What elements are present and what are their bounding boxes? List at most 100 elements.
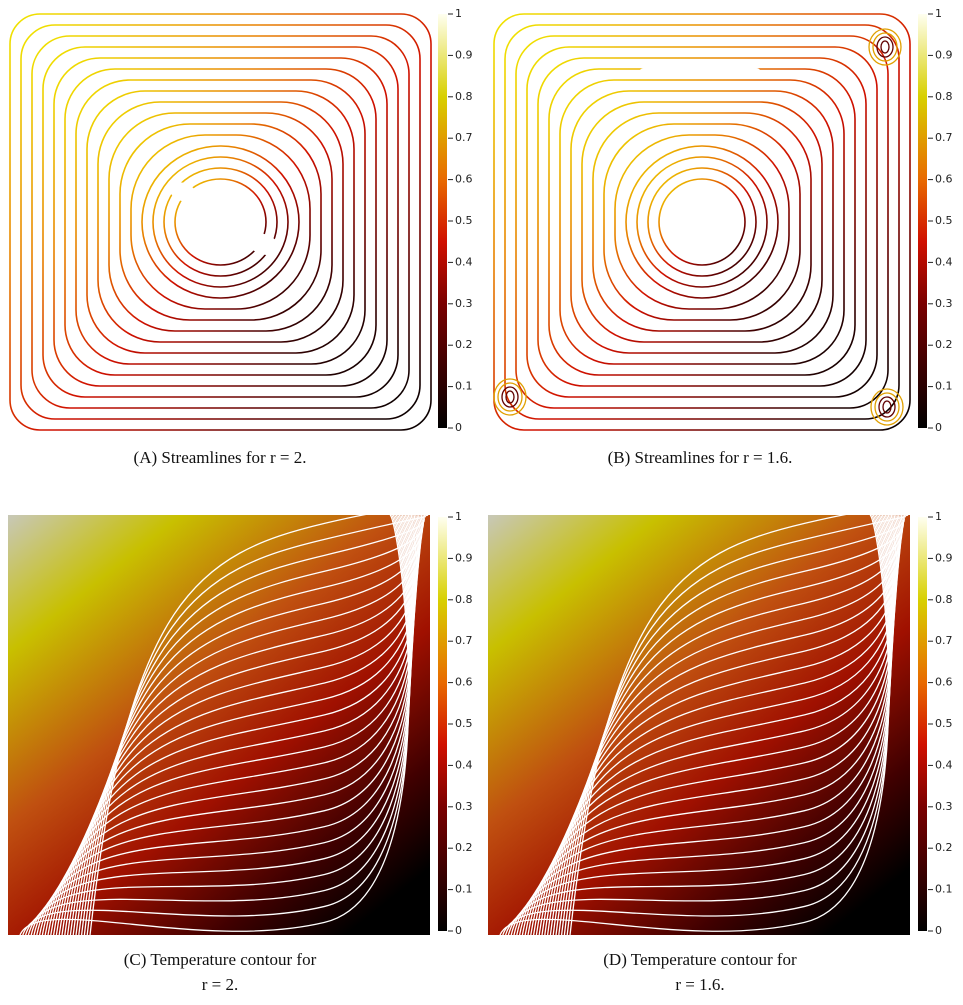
corner-vortex xyxy=(501,386,519,408)
colorbar-tick-label: 0.2 xyxy=(935,338,953,351)
colorbar-tick-label: 0.2 xyxy=(935,841,953,854)
colorbar-tick-label: 0 xyxy=(455,924,462,937)
isotherm xyxy=(535,514,898,936)
streamline xyxy=(163,167,278,277)
streamline xyxy=(504,24,900,420)
isotherm xyxy=(38,514,414,936)
colorbar-tick-label: 0.2 xyxy=(455,841,473,854)
colorbar-tick-label: 0.5 xyxy=(455,717,473,730)
colorbar-tick-label: 0.6 xyxy=(935,173,953,186)
colorbar-tick-label: 0.4 xyxy=(455,255,473,268)
colorbar-tick-label: 0.6 xyxy=(455,173,473,186)
colorbar-tick-label: 0.8 xyxy=(935,593,953,606)
streamline xyxy=(141,145,300,299)
corner-vortex xyxy=(882,400,892,414)
colorbar-tick-label: 0.4 xyxy=(935,255,953,268)
colorbar-tick-label: 0.7 xyxy=(935,634,953,647)
streamline xyxy=(20,24,421,420)
caption: (D) Temperature contour for xyxy=(603,950,797,969)
colorbar xyxy=(438,517,447,931)
streamline xyxy=(75,79,366,365)
streamline xyxy=(592,112,812,332)
colorbar-tick-label: 0.1 xyxy=(455,883,473,896)
streamline xyxy=(515,35,889,409)
caption: r = 2. xyxy=(202,975,239,994)
streamline xyxy=(108,112,333,332)
colorbar-tick-label: 0.3 xyxy=(935,800,953,813)
colorbar-tick-label: 0.7 xyxy=(455,131,473,144)
isotherm xyxy=(518,514,894,936)
colorbar-tick-label: 0.6 xyxy=(455,676,473,689)
colorbar-tick-label: 0.8 xyxy=(455,593,473,606)
colorbar-tick-label: 0 xyxy=(455,421,462,434)
colorbar-tick-label: 0.9 xyxy=(455,48,473,61)
isotherm xyxy=(569,508,909,936)
vortex-core xyxy=(169,182,197,202)
colorbar-tick-label: 1 xyxy=(455,7,462,20)
corner-vortex xyxy=(868,28,902,66)
streamline xyxy=(53,57,388,387)
colorbar-tick-label: 1 xyxy=(935,7,942,20)
streamline xyxy=(64,68,377,376)
streamline xyxy=(31,35,410,409)
corner-vortex xyxy=(880,40,890,54)
vortex-core xyxy=(640,64,760,76)
isotherm xyxy=(86,514,427,936)
colorbar-tick-label: 0.5 xyxy=(935,214,953,227)
colorbar-tick-label: 0 xyxy=(935,924,942,937)
colorbar-tick-label: 0.3 xyxy=(935,297,953,310)
caption: (B) Streamlines for r = 1.6. xyxy=(608,448,793,467)
colorbar-tick-label: 1 xyxy=(455,510,462,523)
colorbar-tick-label: 0.4 xyxy=(935,758,953,771)
streamline xyxy=(581,101,823,343)
corner-vortex xyxy=(497,382,523,412)
colorbar-tick-label: 1 xyxy=(935,510,942,523)
colorbar-tick-label: 0.1 xyxy=(935,883,953,896)
colorbar-tick-label: 0.3 xyxy=(455,297,473,310)
colorbar xyxy=(438,14,447,428)
colorbar xyxy=(918,14,927,428)
streamline xyxy=(130,134,311,310)
colorbar-tick-label: 0.7 xyxy=(935,131,953,144)
isotherm xyxy=(524,514,895,936)
corner-vortex xyxy=(870,388,904,426)
streamline xyxy=(559,79,845,365)
colorbar-tick-label: 0.7 xyxy=(455,634,473,647)
streamline xyxy=(548,68,856,376)
colorbar-tick-label: 0 xyxy=(935,421,942,434)
streamline xyxy=(614,134,790,310)
streamline xyxy=(152,156,289,288)
streamline xyxy=(9,13,432,431)
isotherm xyxy=(44,514,415,936)
corner-vortex xyxy=(493,378,527,416)
streamline xyxy=(119,123,322,321)
caption: r = 1.6. xyxy=(675,975,724,994)
streamline xyxy=(86,90,355,354)
colorbar-tick-label: 0.8 xyxy=(935,90,953,103)
colorbar-tick-label: 0.2 xyxy=(455,338,473,351)
colorbar-tick-label: 0.6 xyxy=(935,676,953,689)
streamline xyxy=(625,145,779,299)
isotherm xyxy=(27,514,411,936)
corner-vortex xyxy=(872,32,898,62)
streamline xyxy=(97,101,344,343)
colorbar xyxy=(918,517,927,931)
colorbar-tick-label: 0.9 xyxy=(455,551,473,564)
colorbar-tick-label: 0.3 xyxy=(455,800,473,813)
colorbar-tick-label: 0.4 xyxy=(455,758,473,771)
colorbar-tick-label: 0.9 xyxy=(935,551,953,564)
isotherm xyxy=(507,514,891,936)
colorbar-tick-label: 0.9 xyxy=(935,48,953,61)
streamline xyxy=(493,13,911,431)
vortex-core xyxy=(245,232,281,256)
streamline xyxy=(42,46,399,398)
corner-vortex xyxy=(878,396,896,418)
streamline xyxy=(603,123,801,321)
colorbar-tick-label: 0.8 xyxy=(455,90,473,103)
isotherm xyxy=(89,508,429,936)
streamline xyxy=(174,178,267,266)
corner-vortex xyxy=(874,392,900,422)
corner-vortex xyxy=(505,390,515,404)
streamline xyxy=(526,46,878,398)
